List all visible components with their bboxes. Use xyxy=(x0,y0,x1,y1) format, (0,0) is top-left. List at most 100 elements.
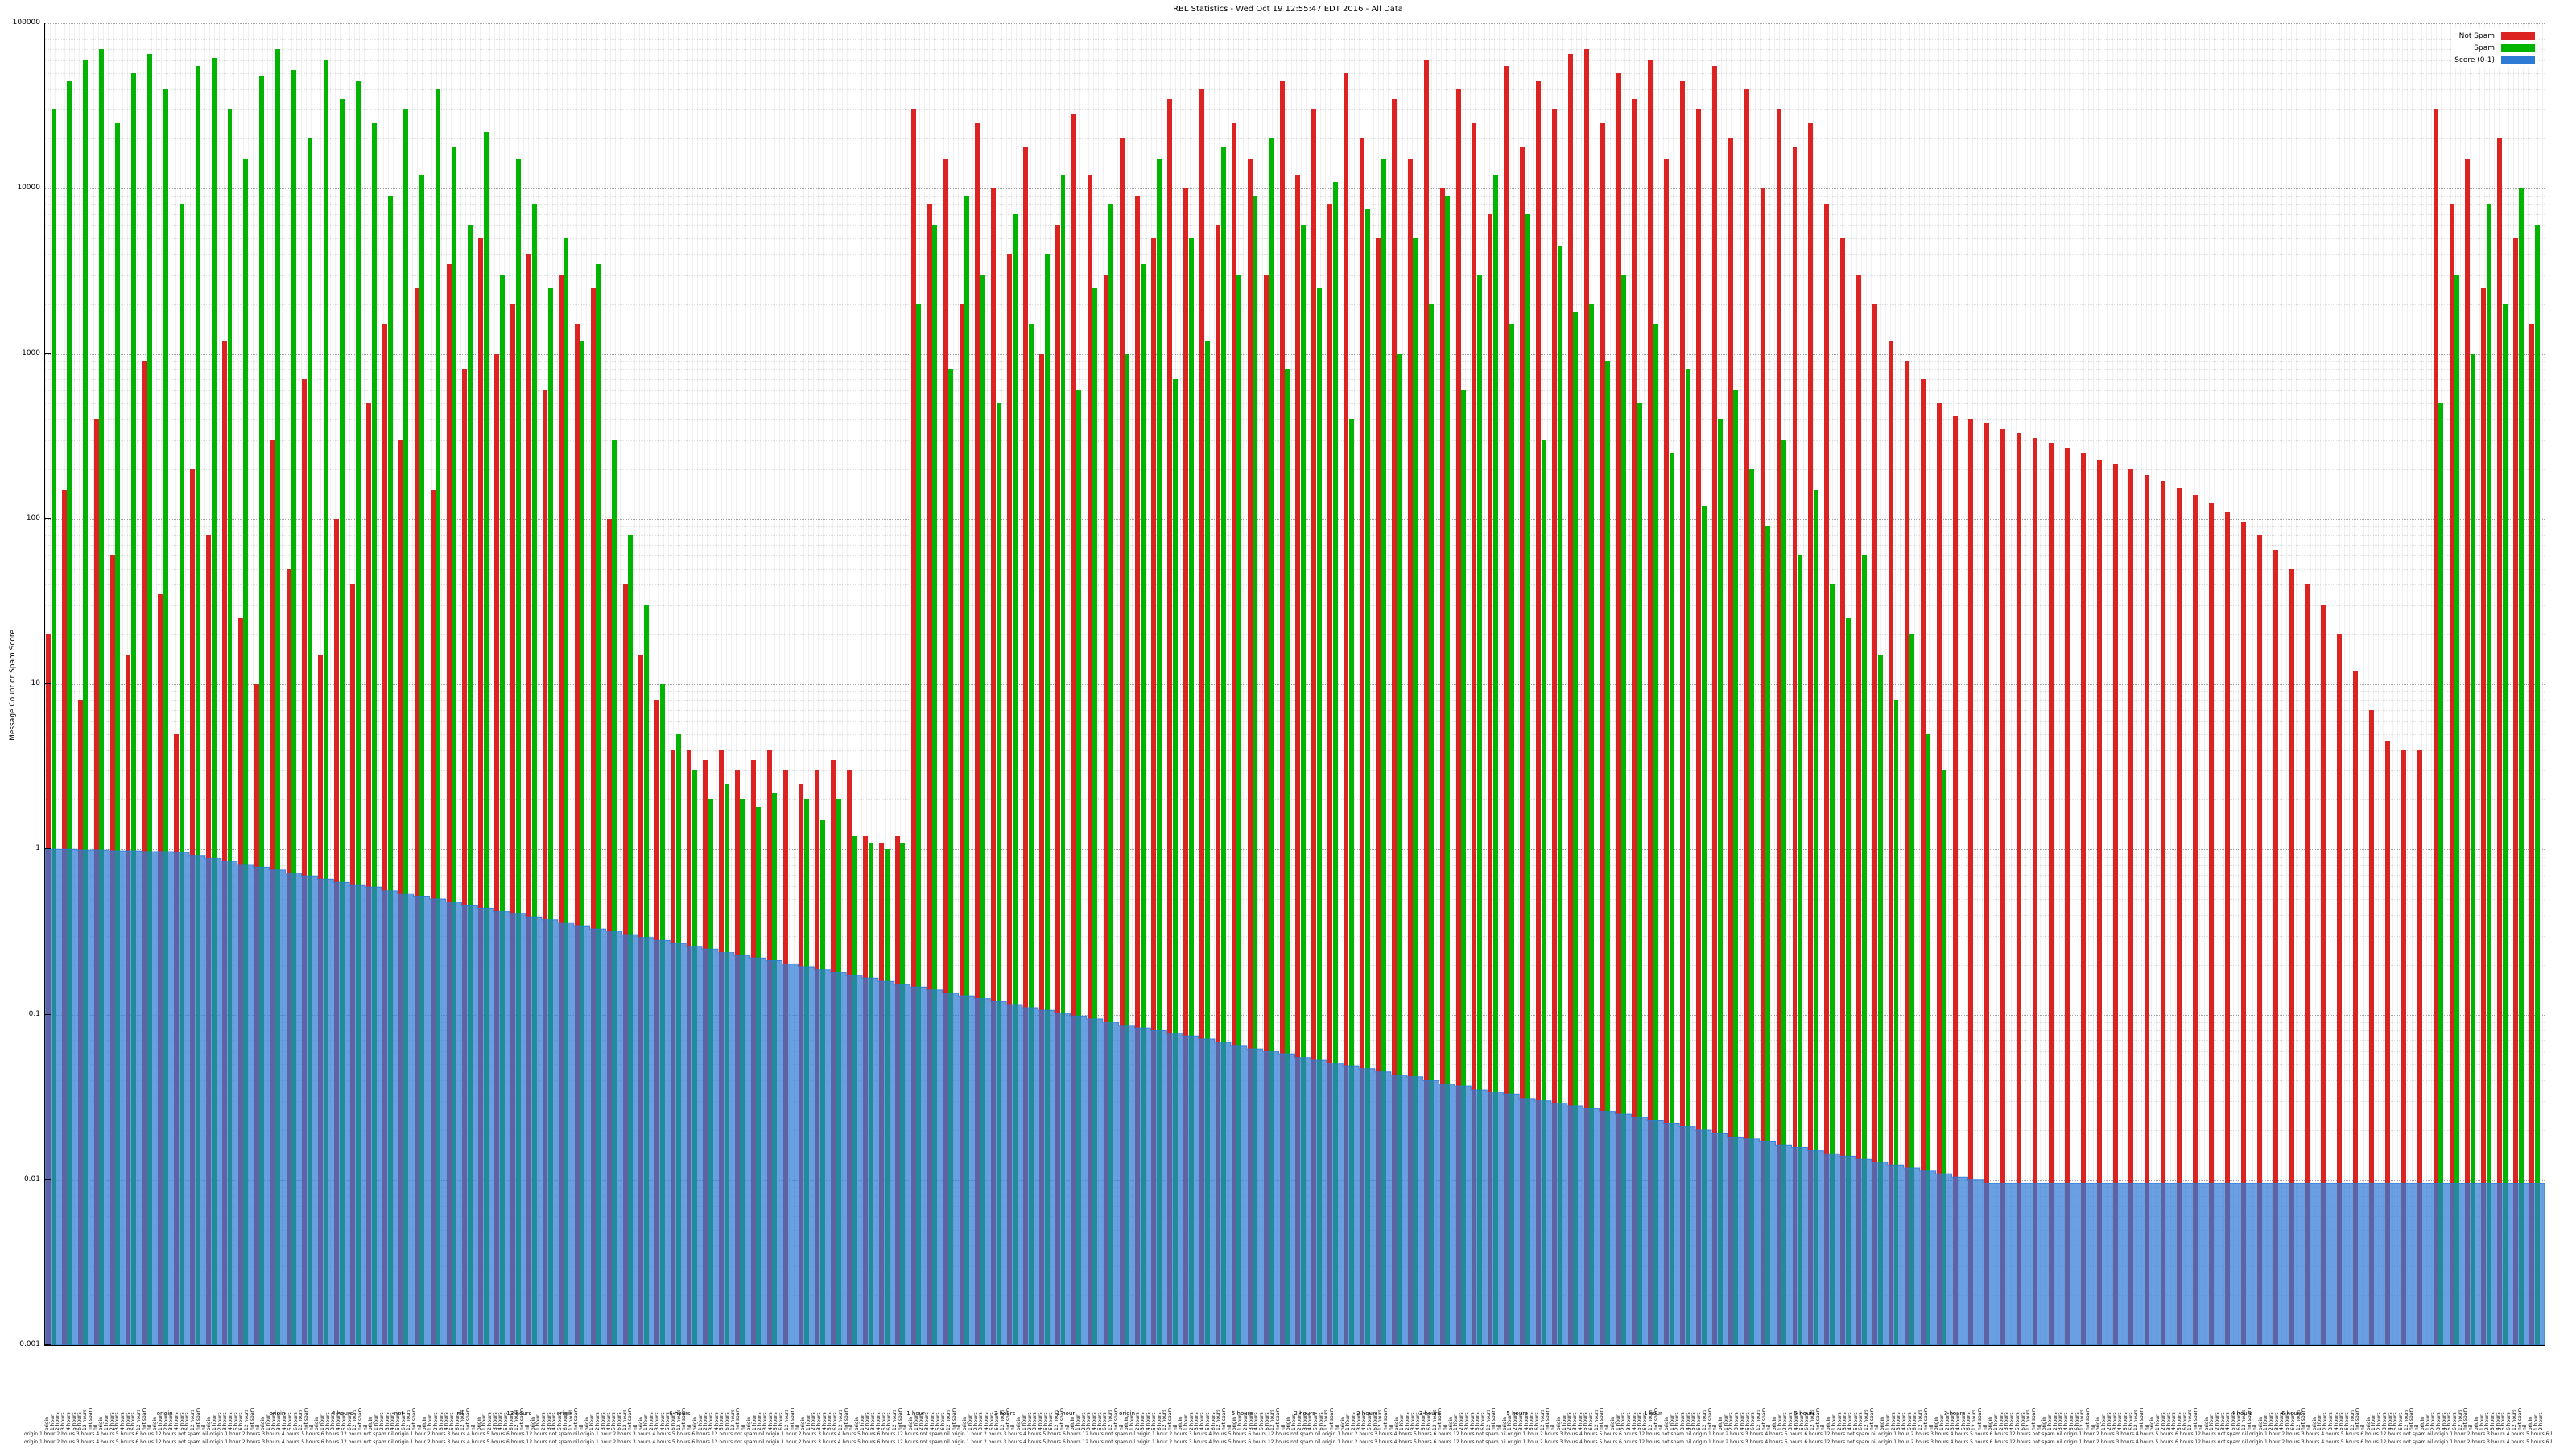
bar-not-spam xyxy=(494,353,500,1345)
bar-not-spam xyxy=(894,836,900,1345)
x-tick-label: 4 hours xyxy=(1739,1412,1745,1430)
x-tick-label: 5 hours xyxy=(503,1412,509,1430)
legend-swatch xyxy=(2501,43,2535,52)
x-tick-label: 4 hours xyxy=(1955,1412,1961,1430)
x-tick-label: 2 hours xyxy=(486,1412,493,1430)
x-tick-label: nil xyxy=(524,1424,530,1430)
bar-spam xyxy=(1926,733,1931,1345)
bar-spam xyxy=(1301,225,1307,1345)
y-tick-label: 1 xyxy=(35,844,40,853)
bar-spam xyxy=(179,204,184,1345)
bar-spam xyxy=(1637,403,1642,1345)
bar-not-spam xyxy=(1824,204,1830,1345)
grid-line-minor xyxy=(45,214,2545,216)
bar-spam xyxy=(996,403,1001,1345)
bar-spam xyxy=(675,733,681,1345)
bar-not-spam xyxy=(1711,66,1717,1345)
x-tick-label: 4 hours xyxy=(1847,1412,1853,1430)
x-axis-callout: origin xyxy=(1119,1410,1136,1417)
x-tick-label: 12 hours xyxy=(1809,1409,1815,1430)
bar-spam xyxy=(211,57,217,1345)
grid-line-major xyxy=(45,188,2545,190)
bar-spam xyxy=(1204,341,1210,1345)
legend-swatch xyxy=(2501,56,2535,64)
x-tick-label: 1 hour xyxy=(103,1414,109,1430)
x-axis-callout: 1 hour xyxy=(1056,1410,1075,1417)
x-axis-callout: 1 hour xyxy=(906,1410,925,1417)
bar-not-spam xyxy=(318,654,324,1345)
bar-not-spam xyxy=(863,836,869,1345)
x-tick-label: 6 hours xyxy=(562,1412,568,1430)
y-tick-label: 0.1 xyxy=(28,1009,40,1018)
x-tick-label: 5 hours xyxy=(2122,1412,2128,1430)
x-tick-label: 2 hours xyxy=(432,1412,439,1430)
x-tick-label: 1 hour xyxy=(1885,1414,1891,1430)
bar-not-spam xyxy=(2224,512,2230,1345)
bar-not-spam xyxy=(2145,474,2150,1345)
x-tick-label: 5 hours xyxy=(2068,1412,2074,1430)
bar-not-spam xyxy=(190,469,196,1345)
legend-swatch xyxy=(2501,31,2535,40)
bar-not-spam xyxy=(526,254,532,1345)
x-tick-label: 3 hours xyxy=(762,1412,768,1430)
bar-spam xyxy=(1733,390,1739,1345)
bar-spam xyxy=(948,369,954,1345)
bar-not-spam xyxy=(2048,442,2054,1345)
bar-not-spam xyxy=(991,188,997,1345)
bar-spam xyxy=(2486,204,2491,1345)
bar-spam xyxy=(1909,634,1915,1345)
bar-not-spam xyxy=(1376,238,1381,1345)
bar-not-spam xyxy=(831,759,836,1345)
bar-not-spam xyxy=(943,159,948,1345)
x-tick-label: 12 hours xyxy=(2511,1409,2517,1430)
x-axis-callout: 6 hours xyxy=(669,1410,691,1417)
bar-not-spam xyxy=(2369,709,2375,1345)
bar-not-spam xyxy=(350,584,356,1345)
bar-spam xyxy=(1492,175,1498,1345)
bar-not-spam xyxy=(1648,60,1653,1345)
x-tick-label: 2 hours xyxy=(1350,1412,1356,1430)
bar-not-spam xyxy=(2209,502,2214,1345)
x-tick-label: 3 hours xyxy=(2327,1412,2334,1430)
bar-not-spam xyxy=(1407,159,1413,1345)
bar-spam xyxy=(1092,287,1098,1345)
bar-spam xyxy=(1012,214,1018,1345)
grid-line-minor xyxy=(45,275,2545,276)
bar-spam xyxy=(419,175,425,1345)
bar-not-spam xyxy=(606,518,612,1345)
grid-line-major xyxy=(45,1345,2545,1346)
bar-spam xyxy=(291,70,297,1345)
x-tick-label: origin xyxy=(1717,1416,1724,1430)
x-tick-label: 6 hours xyxy=(1426,1412,1432,1430)
grid-line-minor xyxy=(45,379,2545,381)
bar-spam xyxy=(452,146,457,1345)
bar-not-spam xyxy=(2305,584,2310,1345)
x-tick-label: 4 hours xyxy=(1901,1412,1907,1430)
x-tick-label: 3 hours xyxy=(1463,1412,1470,1430)
bar-spam xyxy=(195,66,200,1345)
grid-line-major xyxy=(45,518,2545,520)
x-tick-label: 1 hour xyxy=(157,1414,163,1430)
bar-not-spam xyxy=(1776,109,1781,1345)
bar-spam xyxy=(612,440,617,1345)
bar-spam xyxy=(387,196,393,1345)
y-tick-mark xyxy=(45,683,51,684)
bar-spam xyxy=(1509,324,1514,1345)
bar-not-spam xyxy=(382,324,387,1345)
bar-spam xyxy=(1332,181,1338,1345)
grid-line-major xyxy=(45,353,2545,355)
x-tick-label: nil xyxy=(1550,1424,1556,1430)
bar-not-spam xyxy=(1360,138,1365,1345)
bar-spam xyxy=(1877,654,1883,1345)
bar-not-spam xyxy=(1215,225,1220,1345)
bar-not-spam xyxy=(799,783,804,1345)
x-tick-label: not spam xyxy=(411,1407,417,1430)
bar-spam xyxy=(1525,214,1530,1345)
x-tick-label: nil xyxy=(1496,1424,1502,1430)
x-tick-label: 2 hours xyxy=(2322,1412,2328,1430)
legend-label: Not Spam xyxy=(2458,31,2495,40)
grid-line-minor xyxy=(45,60,2545,61)
bar-not-spam xyxy=(1583,48,1589,1345)
bar-spam xyxy=(564,238,569,1345)
x-tick-label: not spam xyxy=(2139,1407,2145,1430)
